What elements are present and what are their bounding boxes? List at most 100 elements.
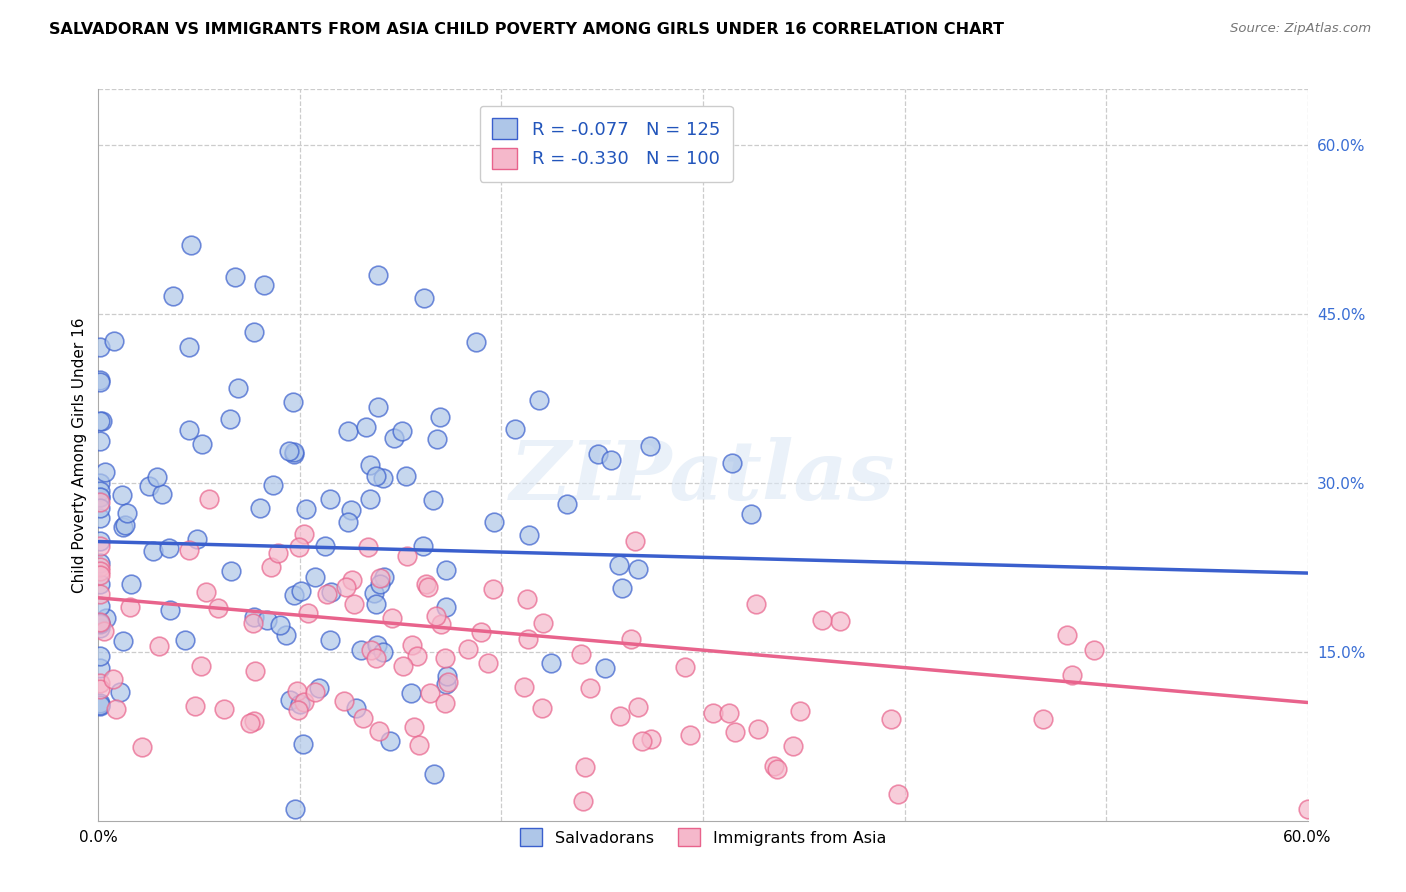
Point <box>93 465 115 479</box>
Point <box>340 573 363 587</box>
Point <box>162 289 184 303</box>
Point <box>89 617 111 632</box>
Legend: Salvadorans, Immigrants from Asia: Salvadorans, Immigrants from Asia <box>513 822 893 853</box>
Point <box>416 580 439 594</box>
Point <box>89 681 111 696</box>
Point <box>579 681 602 696</box>
Point <box>89 599 111 613</box>
Point <box>364 469 387 483</box>
Point <box>89 661 111 675</box>
Point <box>89 373 111 387</box>
Point <box>159 541 181 556</box>
Point <box>242 615 264 630</box>
Point <box>396 549 419 563</box>
Point <box>631 733 654 747</box>
Point <box>318 492 340 507</box>
Point <box>195 584 218 599</box>
Point <box>103 334 125 349</box>
Point <box>1060 668 1083 682</box>
Point <box>586 447 609 461</box>
Point <box>243 325 266 339</box>
Point <box>212 701 235 715</box>
Point <box>291 737 314 751</box>
Point <box>292 527 315 541</box>
Point <box>314 539 336 553</box>
Point <box>620 632 643 646</box>
Point <box>373 471 395 485</box>
Point <box>380 611 402 625</box>
Point <box>89 621 111 635</box>
Text: ZIPatlas: ZIPatlas <box>510 437 896 516</box>
Point <box>207 600 229 615</box>
Point <box>382 430 405 444</box>
Point <box>304 569 326 583</box>
Point <box>343 598 366 612</box>
Point <box>228 381 250 395</box>
Point <box>150 486 173 500</box>
Point <box>89 533 111 548</box>
Point <box>531 615 554 630</box>
Point <box>363 586 385 600</box>
Point <box>316 587 339 601</box>
Point <box>335 580 357 594</box>
Point <box>89 539 111 553</box>
Point <box>253 278 276 293</box>
Point <box>89 564 111 578</box>
Point <box>278 444 301 458</box>
Point <box>408 738 430 752</box>
Point <box>437 674 460 689</box>
Point <box>239 715 262 730</box>
Point <box>789 704 811 718</box>
Point <box>481 582 503 596</box>
Point <box>108 685 131 699</box>
Point <box>120 576 142 591</box>
Point <box>177 423 200 437</box>
Point <box>517 528 540 542</box>
Point <box>624 533 647 548</box>
Point <box>782 739 804 753</box>
Point <box>319 584 342 599</box>
Point <box>281 395 304 409</box>
Point <box>190 659 212 673</box>
Point <box>434 676 457 690</box>
Point <box>880 712 903 726</box>
Point <box>111 633 134 648</box>
Point <box>159 603 181 617</box>
Point <box>419 686 441 700</box>
Point <box>89 340 111 354</box>
Point <box>89 615 111 629</box>
Point <box>89 587 111 601</box>
Point <box>131 740 153 755</box>
Point <box>429 410 451 425</box>
Point <box>89 616 111 631</box>
Point <box>359 458 381 472</box>
Point <box>395 468 418 483</box>
Point <box>434 600 457 615</box>
Point <box>627 562 650 576</box>
Point <box>429 616 451 631</box>
Point <box>260 560 283 574</box>
Point <box>368 571 391 585</box>
Point <box>319 633 342 648</box>
Point <box>190 436 212 450</box>
Point <box>111 519 134 533</box>
Point <box>89 434 111 448</box>
Point <box>426 432 449 446</box>
Point <box>114 518 136 533</box>
Point <box>89 568 111 582</box>
Point <box>285 684 308 698</box>
Point <box>101 672 124 686</box>
Point <box>111 488 134 502</box>
Point <box>283 447 305 461</box>
Point <box>531 700 554 714</box>
Point <box>180 238 202 252</box>
Point <box>105 702 128 716</box>
Point <box>434 696 457 710</box>
Point <box>569 647 592 661</box>
Text: SALVADORAN VS IMMIGRANTS FROM ASIA CHILD POVERTY AMONG GIRLS UNDER 16 CORRELATIO: SALVADORAN VS IMMIGRANTS FROM ASIA CHILD… <box>49 22 1004 37</box>
Point <box>517 632 540 647</box>
Point <box>717 706 740 721</box>
Point <box>702 706 724 721</box>
Point <box>308 681 330 695</box>
Point <box>721 456 744 470</box>
